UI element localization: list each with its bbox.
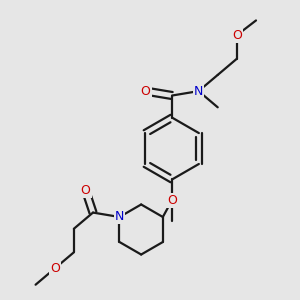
Text: N: N bbox=[115, 211, 124, 224]
Text: O: O bbox=[81, 184, 91, 197]
Text: O: O bbox=[232, 29, 242, 42]
Text: O: O bbox=[50, 262, 60, 275]
Text: O: O bbox=[167, 194, 177, 207]
Text: O: O bbox=[141, 85, 151, 98]
Text: N: N bbox=[194, 85, 203, 98]
